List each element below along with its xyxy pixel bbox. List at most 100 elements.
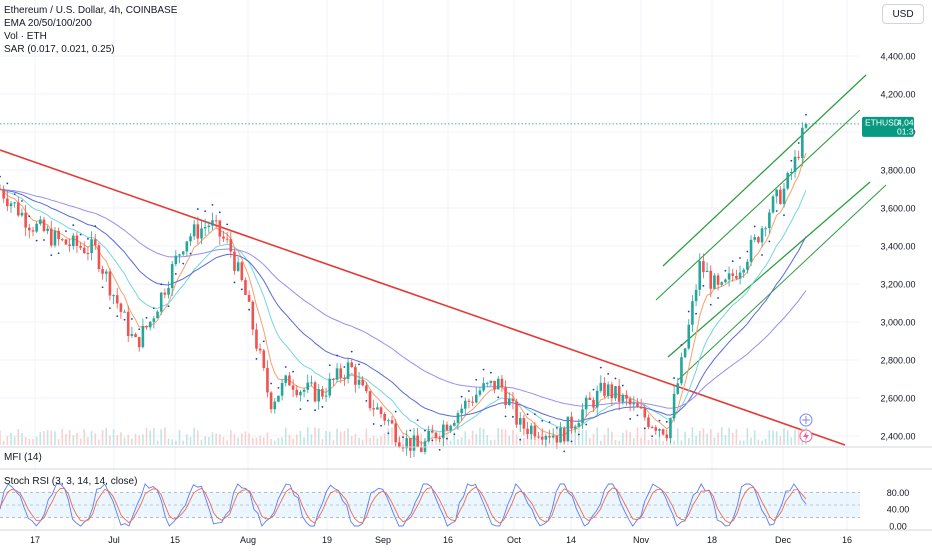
sar-dot [65, 230, 67, 233]
volume-bar [233, 434, 236, 445]
sar-dot [138, 328, 141, 331]
volume-bar [578, 428, 580, 445]
stoch-tick-label: 80.00 [887, 488, 910, 498]
volume-bar [156, 440, 159, 445]
sar-dot [321, 406, 324, 408]
candle-body [0, 189, 2, 190]
candle-body [207, 225, 211, 228]
sar-dot [182, 262, 185, 265]
candle-body [683, 348, 687, 358]
candle-body [548, 435, 551, 438]
date-tick-label: Oct [507, 535, 522, 545]
sar-dot [504, 415, 507, 418]
sar-dot [160, 283, 163, 286]
candle-body [156, 311, 159, 319]
sar-dot [424, 429, 426, 432]
sar-dot [255, 358, 258, 360]
volume-bar [215, 433, 217, 445]
sar-legend[interactable]: SAR (0.017, 0.021, 0.25) [4, 44, 115, 55]
sar-dot [643, 427, 646, 430]
volume-bar [138, 435, 141, 445]
sar-dot [570, 440, 573, 443]
sar-dot [35, 239, 38, 242]
volume-legend[interactable]: Vol · ETH [4, 31, 47, 42]
candle-body [735, 275, 738, 279]
volume-bar [761, 440, 763, 445]
volume-bar [24, 436, 27, 445]
date-tick-label: Sep [375, 535, 391, 545]
volume-bar [676, 428, 679, 445]
candle-body [687, 324, 691, 349]
volume-bar [742, 440, 745, 445]
volume-bar [72, 435, 75, 445]
sar-dot [453, 433, 456, 436]
candle-body [145, 325, 148, 328]
sar-dot [314, 409, 316, 412]
sar-dot [328, 364, 331, 367]
sar-dot [768, 240, 771, 243]
volume-bar [687, 438, 690, 445]
volume-bar [237, 437, 239, 445]
price-tick-label: 3,200.00 [880, 280, 915, 290]
candle-body [390, 420, 394, 424]
sar-dot [189, 252, 192, 255]
volume-bar [68, 429, 71, 445]
volume-bar [178, 429, 181, 445]
candle-body [511, 398, 515, 402]
sar-dot [541, 419, 544, 422]
candle-body [251, 301, 255, 330]
candle-body [53, 230, 57, 246]
volume-bar [332, 440, 335, 445]
sar-dot [79, 233, 82, 236]
volume-bar [28, 438, 31, 445]
candle-body [782, 188, 786, 204]
candle-body [112, 295, 115, 297]
candle-body [427, 430, 430, 442]
sar-dot [724, 269, 727, 272]
ema-50-line [0, 188, 807, 433]
candle-body [115, 295, 119, 304]
volume-bar [794, 429, 796, 445]
volume-bar [372, 436, 375, 445]
volume-bar [200, 439, 203, 445]
candle-body [628, 398, 632, 405]
mfi-label[interactable]: MFI (14) [4, 452, 42, 463]
sar-dot [695, 312, 697, 315]
volume-bar [728, 427, 730, 445]
sar-dot [416, 419, 419, 422]
candle-body [244, 280, 247, 295]
candle-body [434, 432, 438, 438]
volume-bar [493, 439, 496, 445]
candle-body [617, 386, 621, 402]
volume-bar [709, 429, 712, 445]
candle-body [746, 261, 749, 270]
volume-bar [662, 440, 664, 445]
candle-body [82, 247, 86, 253]
volume-bar [76, 433, 78, 445]
sar-dot [409, 429, 412, 432]
volume-bar [328, 431, 331, 445]
stoch-rsi-label[interactable]: Stoch RSI (3, 3, 14, 14, close) [4, 476, 138, 487]
volume-bar [167, 438, 170, 445]
candle-body [775, 189, 778, 197]
candle-body [416, 435, 419, 447]
volume-bar [647, 440, 650, 445]
date-tick-label: 18 [707, 535, 717, 545]
candle-body [522, 418, 526, 429]
ema-legend[interactable]: EMA 20/50/100/200 [4, 18, 92, 29]
sar-dot [753, 225, 756, 228]
volume-bar [772, 430, 774, 445]
volume-bar [504, 429, 507, 445]
volume-bar [79, 438, 82, 445]
date-tick-label: Aug [240, 535, 256, 545]
price-tag-countdown: 01:31:15 [897, 126, 930, 136]
candle-body [280, 382, 284, 396]
candle-body [727, 273, 731, 280]
volume-bar [449, 440, 452, 445]
volume-bar [186, 434, 188, 445]
volume-bar [512, 429, 514, 445]
candle-body [350, 362, 354, 368]
currency-button[interactable]: USD [882, 4, 924, 24]
